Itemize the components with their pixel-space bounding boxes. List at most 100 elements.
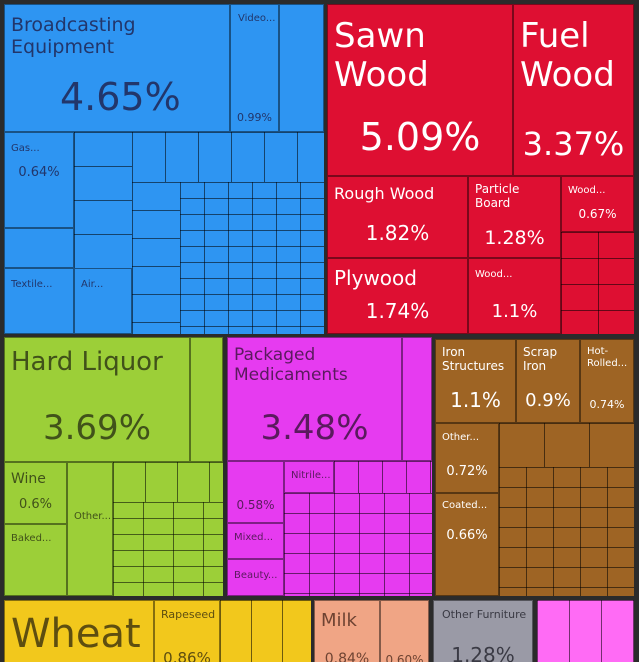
tile-value: 3.48% [260,408,369,448]
tile-machines-small[interactable] [4,228,74,268]
tile-label: Rapeseed [161,608,216,621]
tile-video[interactable]: Video... 0.99% [230,4,279,132]
machines-small-tiles [132,132,324,182]
tile-value: 3.69% [42,408,151,448]
tile-label: Scrap Iron [523,345,558,373]
tile-iron-structures[interactable]: Iron Structures 1.1% [435,339,516,423]
tile-value: 5.09% [359,115,481,159]
chemical-small-tiles [284,493,432,596]
tile-value: 1.82% [365,221,430,245]
tile-coated[interactable]: Coated... 0.66% [435,493,499,596]
tile-value: 1.28% [484,227,545,249]
tile-hot-rolled[interactable]: Hot-Rolled... 0.74% [580,339,634,423]
tile-label: Plywood [334,266,417,290]
tile-value: 0.86% [163,649,211,662]
tile-label: Particle Board [475,182,520,210]
tile-textile[interactable]: Textile... [4,268,74,334]
tile-label: Mixed... [234,532,274,543]
machines-small-tiles [180,182,324,334]
foodstuffs-small-tiles [113,462,223,502]
tile-foodstuffs-small[interactable] [190,337,223,462]
tile-plywood[interactable]: Plywood 1.74% [327,258,468,334]
tile-chemical-small[interactable] [402,337,432,461]
tile-other-metals[interactable]: Other... 0.72% [435,423,499,493]
tile-fuel-wood[interactable]: Fuel Wood 3.37% [513,4,634,176]
tile-machines-small[interactable] [279,4,324,132]
tile-label: Other... [442,432,480,443]
tile-label: Broadcasting Equipment [11,14,136,58]
tile-label: Beauty... [234,570,278,581]
tile-value: 0.84% [324,651,370,662]
metals-small-tiles [499,423,634,467]
tile-value: 1.1% [450,388,501,412]
tile-value: 1.1% [491,301,538,322]
tile-hard-liquor[interactable]: Hard Liquor 3.69% [4,337,190,462]
tile-beauty[interactable]: Beauty... [227,559,284,596]
tile-value: 0.67% [578,207,617,221]
tile-value: 0.66% [446,528,488,543]
tile-rough-wood[interactable]: Rough Wood 1.82% [327,176,468,258]
tile-value: 0.72% [446,464,488,479]
tile-label: Gas... [11,143,40,154]
tile-particle-board[interactable]: Particle Board 1.28% [468,176,561,258]
tile-wood-other[interactable]: Wood... 1.1% [468,258,561,334]
other-small-tiles [537,600,634,662]
tile-label: Other Furniture [442,608,527,621]
tile-animal-060[interactable]: 0.60% [380,600,429,662]
tile-wheat[interactable]: Wheat [4,600,154,662]
tile-label: Milk [321,610,357,631]
tile-label: Rough Wood [334,184,435,203]
tile-label: Hot-Rolled... [587,346,628,369]
tile-value: 0.58% [236,498,275,512]
tile-label: Wood... [475,269,513,280]
tile-value: 0.60% [385,653,424,662]
tile-nitrile[interactable]: Nitrile... [284,461,334,493]
vegetable-small-tiles [220,600,311,662]
tile-value: 0.64% [18,165,60,180]
tile-gas[interactable]: Gas... 0.64% [4,132,74,228]
tile-wine[interactable]: Wine 0.6% [4,462,67,524]
tile-value: 3.37% [522,125,625,163]
tile-packaged-medicaments[interactable]: Packaged Medicaments 3.48% [227,337,402,461]
foodstuffs-small-tiles [113,502,223,596]
machines-small-tiles [74,132,132,268]
tile-label: Fuel Wood [520,16,615,96]
tile-value: 0.6% [18,497,53,512]
tile-sawn-wood[interactable]: Sawn Wood 5.09% [327,4,513,176]
tile-label: Wood... [568,185,606,196]
tile-label: Coated... [442,500,488,511]
tile-value: 1.74% [365,299,430,323]
tile-wood-products[interactable]: Wood... 0.67% [561,176,634,232]
tile-label: Baked... [11,533,52,544]
tile-value: 4.65% [60,75,181,119]
tile-value: 1.28% [451,643,515,662]
machines-small-tiles [132,182,180,334]
tile-milk[interactable]: Milk 0.84% [314,600,380,662]
tile-label: Video... [238,13,276,24]
tile-value: 0.99% [237,111,272,124]
tile-mixed[interactable]: Mixed... [227,523,284,559]
tile-label: Packaged Medicaments [234,345,348,385]
tile-label: Sawn Wood [334,16,429,96]
tile-scrap-iron[interactable]: Scrap Iron 0.9% [516,339,580,423]
tile-label: Other... [74,511,112,522]
tile-label: Nitrile... [291,470,331,481]
tile-baked[interactable]: Baked... [4,524,67,596]
tile-rapeseed[interactable]: Rapeseed 0.86% [154,600,220,662]
tile-chemical-058[interactable]: 0.58% [227,461,284,523]
tile-label: Iron Structures [442,345,505,373]
tile-label: Hard Liquor [11,347,163,377]
tile-other-furniture[interactable]: Other Furniture 1.28% [433,600,533,662]
tile-label: Wine [11,471,46,487]
tile-broadcasting-equipment[interactable]: Broadcasting Equipment 4.65% [4,4,230,132]
wood-small-tiles [561,232,634,334]
tile-air[interactable]: Air... [74,268,132,334]
metals-small-tiles [499,467,634,596]
tile-label: Wheat [11,611,141,657]
tile-value: 0.74% [589,398,625,411]
tile-value: 0.9% [525,390,571,411]
tile-label: Air... [81,279,104,290]
tile-other-food[interactable]: Other... [67,462,113,596]
tile-label: Textile... [11,279,53,290]
